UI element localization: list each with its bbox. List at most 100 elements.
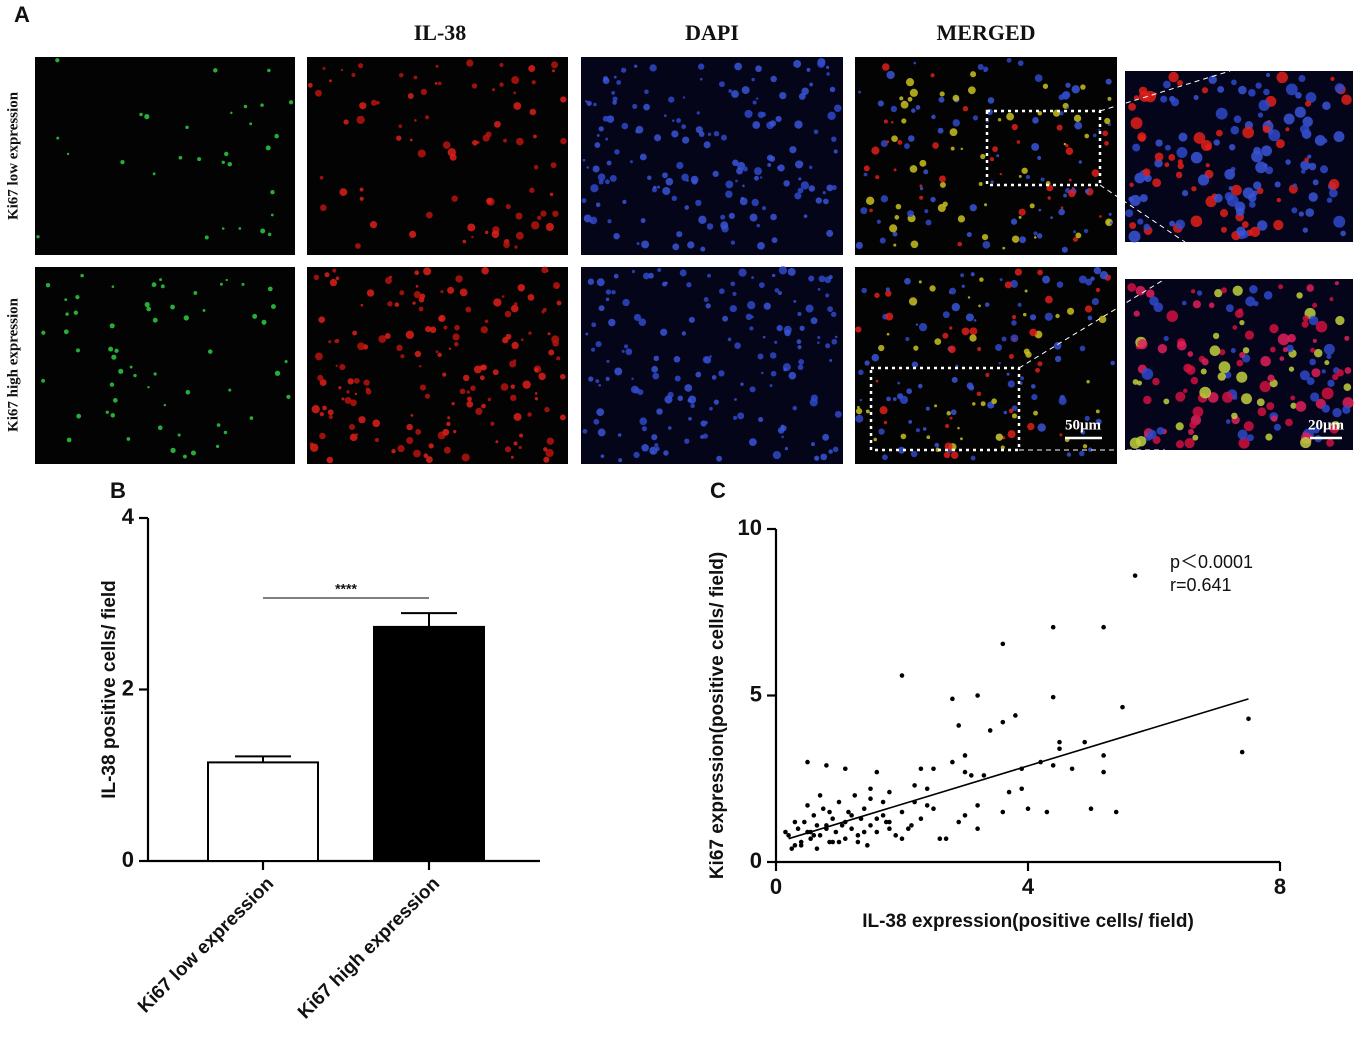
cell: [1308, 315, 1319, 326]
cell: [1245, 296, 1256, 307]
cell: [798, 359, 805, 365]
cell: [552, 210, 559, 217]
cell: [1326, 197, 1333, 203]
cell: [793, 299, 797, 303]
cell: [942, 311, 950, 319]
point: [1000, 641, 1006, 647]
cell: [612, 100, 617, 105]
cell: [1298, 211, 1304, 217]
cell: [1308, 192, 1318, 202]
point: [865, 843, 870, 848]
cell: [779, 91, 787, 100]
cell: [391, 449, 396, 454]
cell: [784, 446, 789, 451]
cell: [75, 295, 80, 300]
cell: [513, 91, 517, 95]
cell: [1208, 75, 1217, 84]
cell: [543, 447, 548, 452]
cell: [1221, 287, 1227, 294]
x-axis-label: IL-38 expression(positive cells/ field): [862, 911, 1194, 932]
cell: [806, 67, 811, 72]
cell: [147, 385, 150, 389]
cell: [711, 375, 717, 380]
cell: [972, 115, 979, 121]
cell: [605, 137, 609, 141]
cell: [1189, 421, 1197, 429]
point: [987, 728, 993, 733]
cell: [883, 119, 888, 124]
cell: [690, 175, 699, 184]
cell: [897, 446, 906, 454]
cell: [1164, 162, 1170, 168]
cell: [707, 132, 712, 136]
cell: [744, 109, 753, 118]
cell: [939, 91, 945, 97]
panel-label: A: [14, 2, 30, 27]
cell: [1177, 162, 1184, 170]
cell: [419, 384, 427, 391]
cell: [882, 454, 888, 461]
cell: [510, 455, 514, 459]
cell: [653, 185, 657, 190]
cell: [1031, 142, 1040, 151]
cell: [997, 117, 1002, 122]
cell: [1016, 140, 1021, 144]
point: [805, 759, 810, 765]
cell: [831, 311, 837, 318]
cell: [970, 71, 977, 78]
cell: [718, 81, 725, 88]
cell: [487, 397, 492, 402]
cell: [1033, 410, 1038, 416]
cell: [317, 374, 324, 382]
cell: [753, 167, 763, 176]
cell: [762, 335, 766, 339]
cell: [1056, 124, 1063, 131]
cell: [438, 314, 446, 322]
zoom-box: [869, 366, 1021, 452]
cell: [1335, 315, 1345, 326]
cell: [230, 111, 233, 115]
cell: [1011, 413, 1018, 419]
cell: [528, 331, 532, 335]
cell: [481, 403, 486, 409]
cell: [1154, 159, 1163, 168]
cell: [260, 228, 266, 234]
cell: [324, 272, 330, 278]
cell: [428, 443, 434, 449]
cell: [385, 277, 392, 284]
cell: [1257, 407, 1267, 417]
y-tick-label: 4: [122, 504, 135, 529]
cell: [425, 456, 433, 463]
cell: [1137, 339, 1148, 350]
cell: [855, 408, 863, 415]
cell: [1255, 161, 1267, 174]
cell: [1042, 275, 1051, 284]
cell: [695, 371, 702, 378]
point: [1050, 763, 1056, 768]
cell: [1320, 165, 1329, 174]
point: [962, 753, 968, 758]
cell: [465, 306, 472, 313]
cell: [369, 221, 378, 229]
cell: [1098, 128, 1101, 132]
micrograph: [581, 57, 843, 255]
cell: [495, 440, 499, 444]
cell: [769, 120, 777, 127]
cell: [1301, 320, 1309, 328]
cell: [1238, 437, 1250, 449]
cell: [826, 65, 830, 70]
cell: [736, 167, 744, 175]
cell: [808, 275, 815, 282]
cell: [1044, 312, 1053, 321]
cell: [656, 408, 663, 415]
cell: [527, 412, 532, 417]
cell: [720, 134, 727, 141]
cell: [1071, 85, 1080, 94]
cell: [1033, 236, 1037, 239]
cell: [399, 290, 405, 296]
cell: [499, 62, 504, 68]
cell: [516, 137, 524, 146]
cell: [1135, 285, 1146, 296]
cell: [501, 295, 505, 298]
cell: [448, 347, 452, 350]
